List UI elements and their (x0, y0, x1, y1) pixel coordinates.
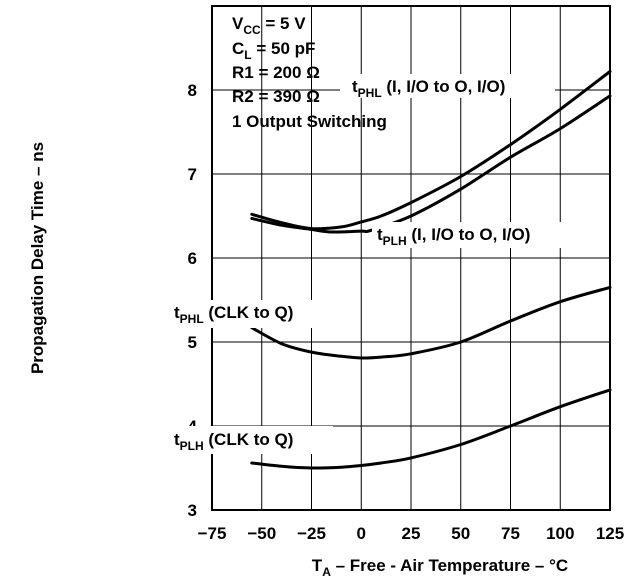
x-tick-labels: −75 −50 −25 0 25 50 75 100 125 (198, 524, 625, 543)
condition-outputs: 1 Output Switching (232, 112, 387, 131)
label-4-bg (168, 426, 333, 454)
y-tick-label: 5 (188, 333, 197, 352)
x-axis-title: TA – Free - Air Temperature – °C (312, 556, 568, 579)
series-labels: tPHL (I, I/O to O, I/O) tPLH (I, I/O to … (168, 74, 586, 454)
conditions-box (223, 8, 271, 88)
x-tick-label: 50 (451, 524, 470, 543)
condition-r2: R2 = 390 Ω (232, 87, 320, 106)
condition-cl: CL = 50 pF (232, 39, 315, 62)
label-1-bg (340, 74, 555, 98)
x-tick-label: 100 (546, 524, 574, 543)
series-label-tphl-io: tPHL (I, I/O to O, I/O) (352, 77, 505, 100)
series-line-4 (250, 388, 612, 470)
plot-frame (211, 5, 611, 511)
series-line-2 (250, 94, 612, 234)
label-3-bg (168, 300, 333, 328)
series-label-tphl-clk: tPHL (CLK to Q) (174, 303, 293, 326)
conditions-box-2 (223, 85, 323, 130)
y-tick-label: 3 (188, 501, 197, 520)
y-tick-label: 7 (188, 165, 197, 184)
condition-vcc: VCC = 5 V (232, 14, 306, 37)
y-axis-title: Propagation Delay Time – ns (28, 142, 47, 374)
x-tick-label: 75 (501, 524, 520, 543)
series-label-tplh-io: tPLH (I, I/O to O, I/O) (377, 225, 530, 248)
condition-r1: R1 = 200 Ω (232, 63, 320, 82)
test-conditions: VCC = 5 V CL = 50 pF R1 = 200 Ω R2 = 390… (232, 14, 387, 131)
series-line-3 (250, 285, 612, 360)
x-tick-label: −75 (198, 524, 227, 543)
series-label-tplh-clk: tPLH (CLK to Q) (174, 430, 293, 453)
y-tick-label: 6 (188, 249, 197, 268)
x-tick-label: 125 (596, 524, 624, 543)
label-2-bg (372, 222, 586, 248)
x-tick-label: 25 (402, 524, 421, 543)
x-tick-label: −25 (297, 524, 326, 543)
curves (250, 70, 612, 470)
y-tick-label: 8 (188, 81, 197, 100)
x-tick-label: 0 (357, 524, 366, 543)
x-tick-label: −50 (247, 524, 276, 543)
